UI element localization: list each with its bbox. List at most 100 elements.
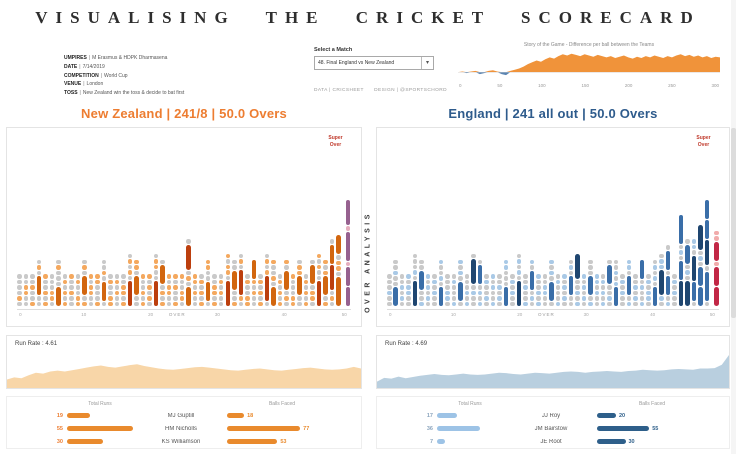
over-column[interactable]	[613, 259, 619, 306]
over-column[interactable]	[633, 274, 638, 306]
over-column[interactable]	[425, 274, 431, 306]
over-column[interactable]	[588, 259, 593, 306]
over-column[interactable]	[271, 259, 276, 306]
over-column[interactable]	[387, 274, 392, 306]
over-column[interactable]	[523, 274, 528, 306]
over-column[interactable]	[562, 274, 567, 306]
over-column[interactable]	[329, 239, 335, 306]
over-column[interactable]	[575, 253, 580, 306]
over-column[interactable]	[316, 253, 322, 306]
runs-bar[interactable]	[437, 413, 458, 418]
over-column[interactable]	[277, 274, 283, 306]
over-column[interactable]	[555, 274, 561, 306]
over-column[interactable]	[451, 274, 457, 306]
over-column[interactable]	[685, 239, 690, 306]
nz-run-rate-chart[interactable]: Run Rate : 4.61	[6, 335, 362, 389]
over-column[interactable]	[336, 235, 341, 306]
over-column[interactable]	[516, 253, 522, 306]
over-column[interactable]	[212, 274, 217, 306]
over-column[interactable]	[490, 274, 496, 306]
over-column[interactable]	[30, 274, 35, 306]
over-column[interactable]	[594, 274, 599, 306]
over-column[interactable]	[232, 259, 237, 306]
over-column[interactable]	[147, 274, 152, 306]
over-column[interactable]	[62, 274, 68, 306]
batting-row[interactable]: 36 JM Bairstow 55	[377, 422, 729, 435]
over-column[interactable]	[458, 259, 463, 306]
over-column[interactable]	[108, 274, 113, 306]
over-column[interactable]	[549, 259, 554, 306]
over-column[interactable]	[393, 259, 398, 306]
over-column[interactable]	[166, 274, 172, 306]
over-column[interactable]	[678, 214, 684, 306]
over-column[interactable]	[114, 274, 120, 306]
over-column[interactable]	[179, 274, 185, 306]
batting-row[interactable]: 30 KS Williamson 53	[7, 435, 361, 448]
over-column[interactable]	[56, 259, 61, 306]
over-column[interactable]	[419, 259, 424, 306]
over-column[interactable]	[134, 259, 139, 306]
over-column[interactable]	[43, 274, 48, 306]
balls-bar[interactable]	[597, 426, 650, 431]
over-column[interactable]	[186, 239, 191, 306]
over-column[interactable]	[464, 274, 470, 306]
over-column[interactable]	[691, 239, 697, 306]
runs-bar[interactable]	[67, 439, 103, 444]
over-column[interactable]	[36, 259, 42, 306]
over-column[interactable]	[310, 259, 315, 306]
over-column[interactable]	[49, 274, 55, 306]
super-over-column[interactable]	[345, 200, 351, 306]
runs-bar[interactable]	[67, 413, 90, 418]
over-column[interactable]	[620, 274, 625, 306]
over-column[interactable]	[121, 274, 126, 306]
over-column[interactable]	[471, 253, 476, 306]
over-column[interactable]	[438, 259, 444, 306]
over-column[interactable]	[140, 274, 146, 306]
over-column[interactable]	[672, 274, 677, 306]
over-column[interactable]	[497, 274, 502, 306]
over-column[interactable]	[698, 224, 703, 306]
over-column[interactable]	[225, 253, 230, 306]
match-select[interactable]: 48. Final England vs New Zealand ▾	[314, 56, 434, 70]
over-column[interactable]	[192, 274, 198, 306]
over-column[interactable]	[251, 259, 257, 306]
batting-row[interactable]: 55 HM Nicholls 77	[7, 422, 361, 435]
balls-bar[interactable]	[227, 413, 245, 418]
batting-row[interactable]: 7 JE Root 30	[377, 435, 729, 448]
over-column[interactable]	[205, 259, 211, 306]
over-column[interactable]	[581, 274, 587, 306]
over-column[interactable]	[639, 259, 645, 306]
over-column[interactable]	[258, 274, 263, 306]
over-column[interactable]	[238, 253, 244, 306]
over-column[interactable]	[95, 274, 100, 306]
over-column[interactable]	[503, 259, 509, 306]
over-column[interactable]	[568, 259, 574, 306]
over-column[interactable]	[17, 274, 22, 306]
story-chart-area[interactable]	[458, 50, 720, 82]
over-column[interactable]	[245, 274, 250, 306]
over-column[interactable]	[101, 259, 107, 306]
balls-bar[interactable]	[597, 439, 626, 444]
over-column[interactable]	[412, 253, 418, 306]
over-column[interactable]	[665, 245, 671, 306]
over-column[interactable]	[127, 253, 133, 306]
over-column[interactable]	[199, 274, 204, 306]
over-column[interactable]	[626, 259, 632, 306]
over-column[interactable]	[536, 274, 541, 306]
over-column[interactable]	[69, 274, 74, 306]
batting-row[interactable]: 17 JJ Roy 20	[377, 409, 729, 422]
runs-bar[interactable]	[67, 426, 133, 431]
over-column[interactable]	[323, 259, 328, 306]
over-column[interactable]	[284, 259, 289, 306]
over-column[interactable]	[704, 200, 710, 306]
over-column[interactable]	[432, 274, 437, 306]
over-column[interactable]	[652, 259, 658, 306]
balls-bar[interactable]	[227, 439, 278, 444]
over-column[interactable]	[264, 253, 270, 306]
over-column[interactable]	[510, 274, 515, 306]
over-column[interactable]	[75, 274, 81, 306]
over-column[interactable]	[477, 259, 483, 306]
nz-ball-matrix[interactable]	[17, 138, 351, 306]
batting-row[interactable]: 19 MJ Guptill 18	[7, 409, 361, 422]
balls-bar[interactable]	[597, 413, 616, 418]
